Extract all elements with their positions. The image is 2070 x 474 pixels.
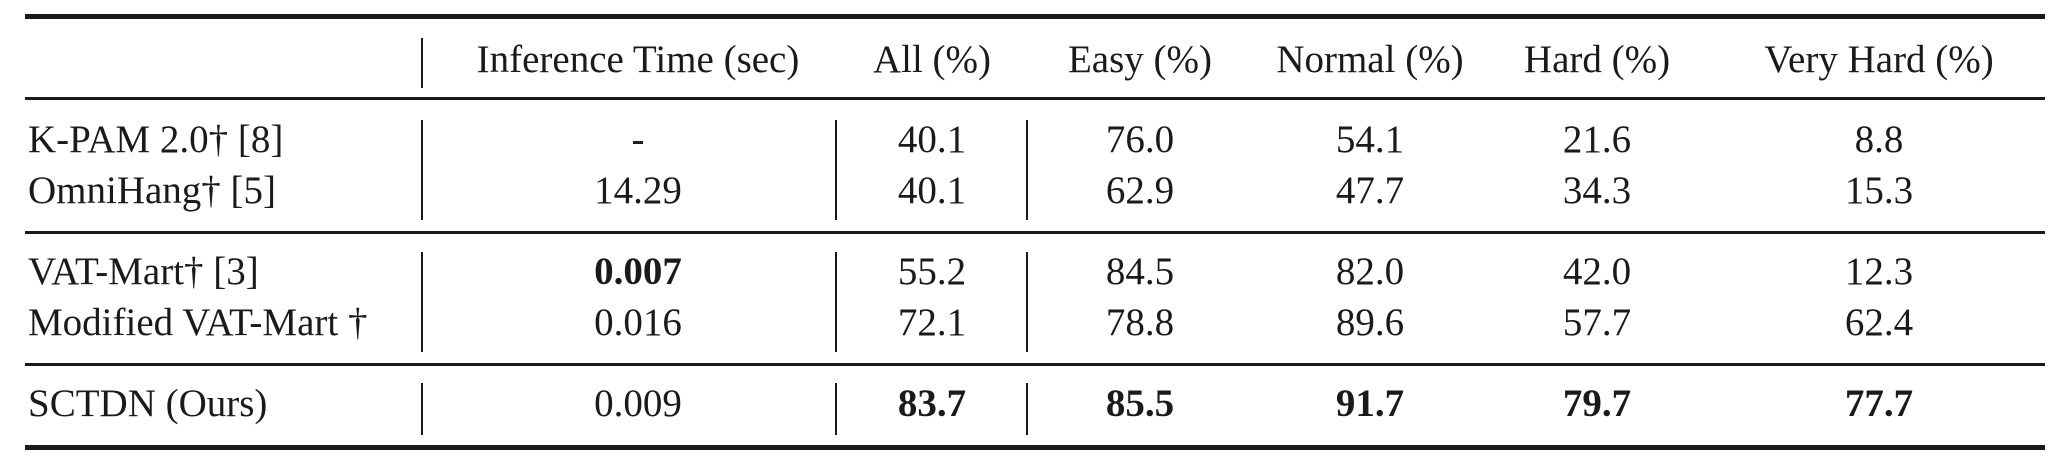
separator-method-g2 xyxy=(421,252,423,352)
row-hard: 42.0 xyxy=(1562,250,1632,293)
row-normal: 82.0 xyxy=(1335,250,1405,293)
group-rule-1 xyxy=(25,231,2045,234)
top-rule xyxy=(25,14,2045,19)
row-all: 55.2 xyxy=(897,250,967,293)
separator-method-g3 xyxy=(421,383,423,435)
row-method: SCTDN (Ours) xyxy=(28,382,268,425)
row-inference-time: 0.007 xyxy=(594,250,682,293)
row-very-hard: 15.3 xyxy=(1844,169,1914,212)
row-all: 72.1 xyxy=(897,301,967,344)
header-rule xyxy=(25,97,2045,100)
separator-time-g2 xyxy=(835,252,837,352)
row-easy: 85.5 xyxy=(1105,382,1175,425)
row-all: 83.7 xyxy=(897,382,967,425)
row-hard: 34.3 xyxy=(1562,169,1632,212)
row-easy: 62.9 xyxy=(1105,169,1175,212)
row-all: 40.1 xyxy=(897,169,967,212)
row-very-hard: 8.8 xyxy=(1854,118,1904,161)
row-inference-time: 0.016 xyxy=(594,301,682,344)
row-method: Modified VAT-Mart † xyxy=(28,301,368,344)
header-hard: Hard (%) xyxy=(1523,38,1671,81)
row-normal: 91.7 xyxy=(1335,382,1405,425)
row-hard: 79.7 xyxy=(1562,382,1632,425)
row-inference-time: 0.009 xyxy=(594,382,682,425)
bottom-rule xyxy=(25,445,2045,450)
header-all: All (%) xyxy=(872,38,992,81)
row-hard: 21.6 xyxy=(1562,118,1632,161)
row-easy: 78.8 xyxy=(1105,301,1175,344)
separator-time-g3 xyxy=(835,383,837,435)
separator-time-g1 xyxy=(835,120,837,220)
row-method: VAT-Mart† [3] xyxy=(28,250,259,293)
row-normal: 47.7 xyxy=(1335,169,1405,212)
row-hard: 57.7 xyxy=(1562,301,1632,344)
row-method: OmniHang† [5] xyxy=(28,169,277,212)
row-method: K-PAM 2.0† [8] xyxy=(28,118,284,161)
row-very-hard: 12.3 xyxy=(1844,250,1914,293)
header-normal: Normal (%) xyxy=(1276,38,1464,81)
row-inference-time: 14.29 xyxy=(594,169,682,212)
row-normal: 89.6 xyxy=(1335,301,1405,344)
row-normal: 54.1 xyxy=(1335,118,1405,161)
separator-all-g2 xyxy=(1026,252,1028,352)
row-very-hard: 62.4 xyxy=(1844,301,1914,344)
separator-method-g1 xyxy=(421,120,423,220)
separator-all-g3 xyxy=(1026,383,1028,435)
row-all: 40.1 xyxy=(897,118,967,161)
row-easy: 84.5 xyxy=(1105,250,1175,293)
row-easy: 76.0 xyxy=(1105,118,1175,161)
header-inference-time: Inference Time (sec) xyxy=(476,38,800,81)
header-very-hard: Very Hard (%) xyxy=(1764,38,1994,81)
row-very-hard: 77.7 xyxy=(1844,382,1914,425)
separator-all-g1 xyxy=(1026,120,1028,220)
header-easy: Easy (%) xyxy=(1067,38,1213,81)
group-rule-2 xyxy=(25,363,2045,366)
header-separator xyxy=(421,38,423,88)
row-inference-time: - xyxy=(631,118,645,161)
